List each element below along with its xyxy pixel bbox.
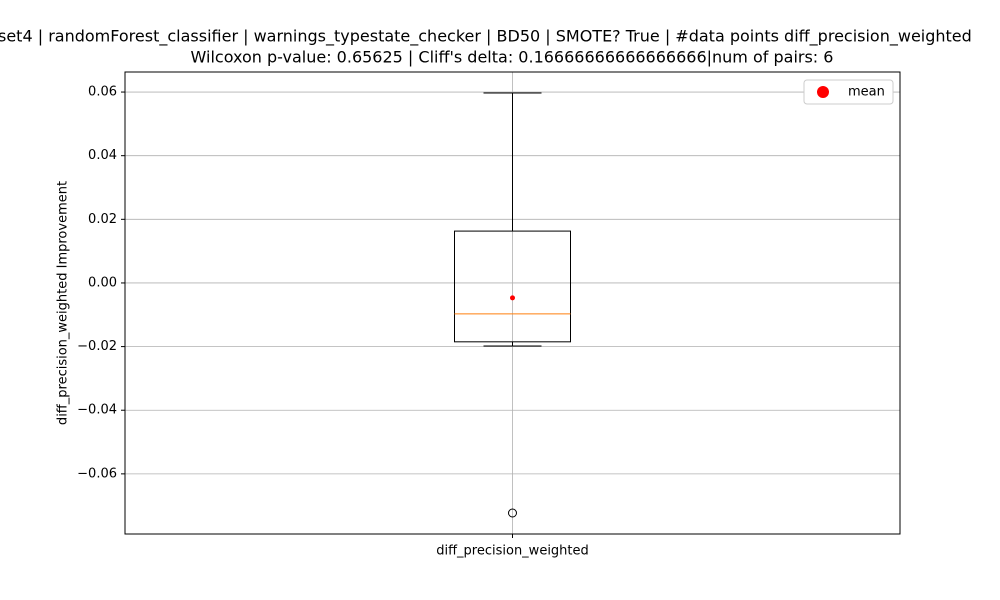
outlier (508, 508, 517, 518)
legend-label: mean (848, 85, 885, 100)
chart-title: set4 | randomForest_classifier | warning… (0, 27, 972, 47)
mean (510, 295, 515, 301)
y-tick-label: 0.04 (88, 148, 117, 163)
legend-box (803, 79, 894, 105)
box (454, 230, 571, 343)
y-tick-label: 0.02 (88, 212, 117, 227)
y-tick-label: −0.02 (77, 339, 117, 354)
y-tick-label: 0.00 (88, 275, 117, 290)
y-tick-label: 0.06 (88, 85, 117, 100)
y-axis-label: diff_precision_weighted Improvement (56, 181, 71, 425)
y-tick-label: −0.04 (77, 403, 117, 418)
chart-subtitle: Wilcoxon p-value: 0.65625 | Cliff's delt… (191, 48, 834, 67)
y-tick-label: −0.06 (77, 466, 117, 481)
x-tick-label: diff_precision_weighted (436, 544, 589, 559)
legend-marker (817, 86, 829, 98)
plot-frame (124, 71, 901, 535)
